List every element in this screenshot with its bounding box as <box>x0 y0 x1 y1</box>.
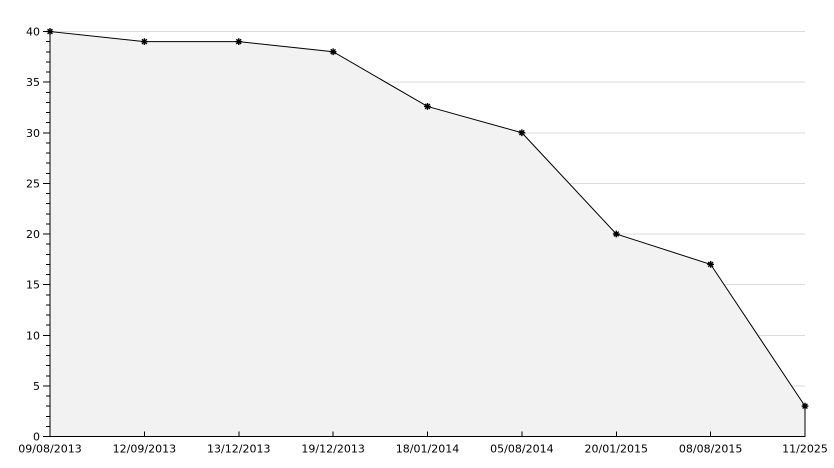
data-point-marker <box>801 402 809 410</box>
marker-center-dot <box>614 232 618 236</box>
x-axis-tick-label: 18/01/2014 <box>396 443 459 456</box>
data-point-marker <box>612 230 620 238</box>
x-axis-tick-label: 19/12/2013 <box>301 443 364 456</box>
y-axis-tick-label: 0 <box>33 431 40 444</box>
y-axis-tick-label: 10 <box>26 329 40 342</box>
y-axis-tick-label: 5 <box>33 380 40 393</box>
x-axis-tick-label: 08/08/2015 <box>679 443 742 456</box>
x-axis-tick-label: 13/12/2013 <box>207 443 270 456</box>
y-axis-tick-label: 30 <box>26 127 40 140</box>
marker-center-dot <box>520 131 524 135</box>
area-series <box>49 30 806 437</box>
data-point-marker <box>235 38 243 46</box>
y-axis-tick-label: 25 <box>26 177 40 190</box>
x-axis-tick-label: 12/09/2013 <box>113 443 176 456</box>
marker-center-dot <box>708 262 713 267</box>
y-axis-tick-label: 15 <box>26 279 40 292</box>
marker-center-dot <box>48 29 52 34</box>
x-axis-tick-label: 20/01/2015 <box>585 443 648 456</box>
x-axis-tick-label: 11/2025 <box>782 443 828 456</box>
marker-center-dot <box>803 404 807 408</box>
marker-center-dot <box>331 50 335 54</box>
data-point-marker <box>707 260 715 268</box>
data-point-marker <box>518 129 526 137</box>
x-axis-tick-label: 09/08/2013 <box>18 443 81 456</box>
data-point-marker <box>46 28 54 35</box>
data-point-marker <box>140 38 148 46</box>
y-axis-tick-label: 40 <box>26 26 40 39</box>
y-axis-tick-label: 20 <box>26 228 40 241</box>
data-point-marker <box>424 103 431 110</box>
marker-center-dot <box>237 39 241 44</box>
y-axis-tick-label: 35 <box>26 76 40 89</box>
data-point-marker <box>329 48 337 56</box>
x-axis-tick-label: 05/08/2014 <box>490 443 553 456</box>
marker-center-dot <box>142 39 147 44</box>
marker-center-dot <box>425 104 430 109</box>
